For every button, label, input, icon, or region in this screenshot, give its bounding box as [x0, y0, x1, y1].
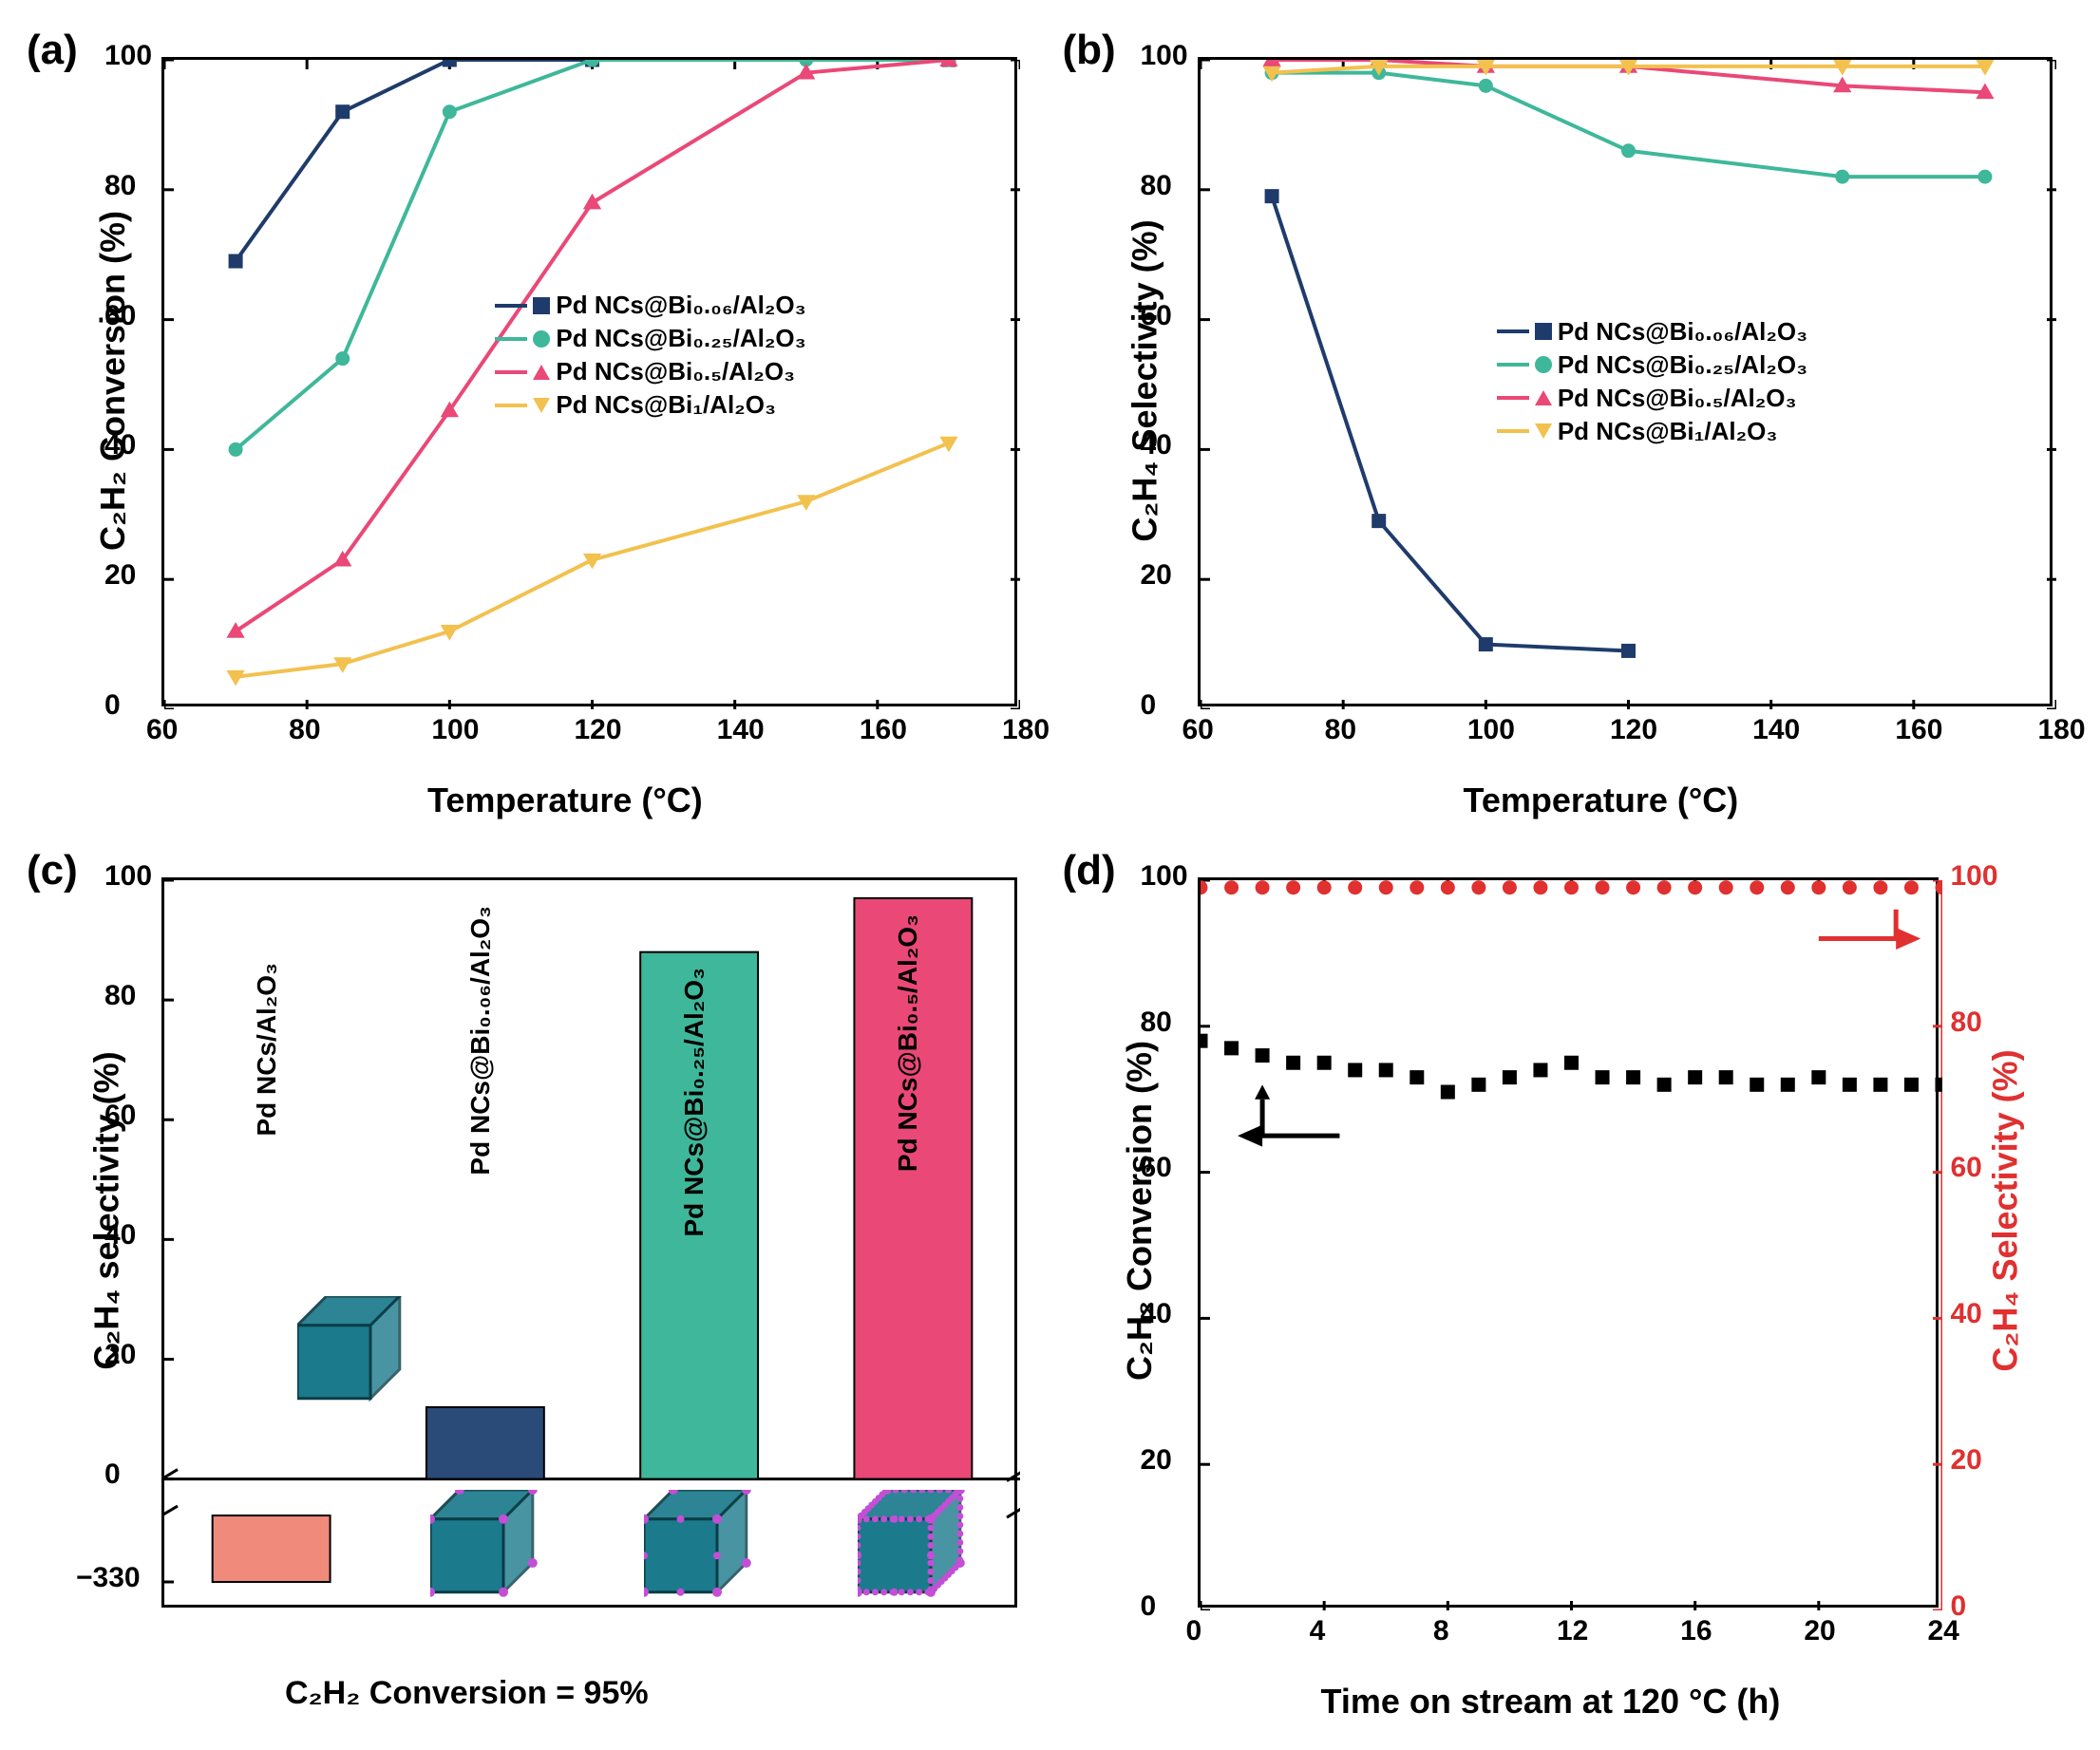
- ylabel-b: C₂H₄ Selectivity (%): [1125, 219, 1164, 541]
- panel-label-a: (a): [27, 27, 78, 74]
- panel-label-d: (d): [1063, 847, 1116, 894]
- ylabel-a: C₂H₂ Conversion (%): [93, 211, 133, 551]
- xlabel-d: Time on stream at 120 °C (h): [1321, 1682, 1781, 1722]
- ylabel2-d: C₂H₄ Selectivity (%): [1985, 1049, 2025, 1371]
- panel-c: (c) C₂H₄ selectivity (%) C₂H₂ Conversion…: [19, 839, 1046, 1731]
- subtitle-c: C₂H₂ Conversion = 95%: [285, 1675, 649, 1712]
- plot-area-d: [1198, 877, 1939, 1608]
- xlabel-b: Temperature (°C): [1464, 781, 1739, 820]
- panel-a: (a) C₂H₂ Conversion (%) Temperature (°C)…: [19, 19, 1046, 830]
- figure-grid: (a) C₂H₂ Conversion (%) Temperature (°C)…: [19, 19, 2081, 1731]
- panel-label-b: (b): [1063, 27, 1116, 74]
- panel-d: (d) C₂H₂ Conversion (%) C₂H₄ Selectivity…: [1055, 839, 2082, 1731]
- xlabel-a: Temperature (°C): [427, 781, 703, 820]
- panel-label-c: (c): [27, 847, 78, 894]
- panel-b: (b) C₂H₄ Selectivity (%) Temperature (°C…: [1055, 19, 2082, 830]
